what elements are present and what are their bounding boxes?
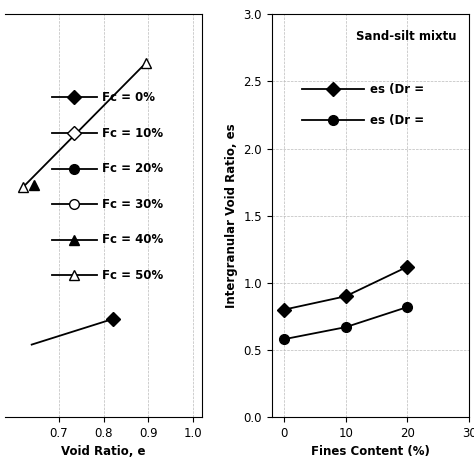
Text: Sand-silt mixtu: Sand-silt mixtu [356, 30, 457, 43]
Text: es (Dr =: es (Dr = [370, 83, 425, 96]
Text: Fc = 20%: Fc = 20% [102, 162, 164, 175]
Text: es (Dr =: es (Dr = [370, 114, 425, 127]
Text: Fc = 40%: Fc = 40% [102, 233, 164, 246]
Text: Fc = 50%: Fc = 50% [102, 269, 164, 282]
Y-axis label: Intergranular Void Ratio, es: Intergranular Void Ratio, es [225, 123, 237, 308]
X-axis label: Void Ratio, e: Void Ratio, e [61, 446, 146, 458]
Text: Fc = 30%: Fc = 30% [102, 198, 164, 211]
Text: Fc = 0%: Fc = 0% [102, 91, 155, 104]
Text: Fc = 10%: Fc = 10% [102, 127, 164, 139]
X-axis label: Fines Content (%): Fines Content (%) [311, 446, 430, 458]
